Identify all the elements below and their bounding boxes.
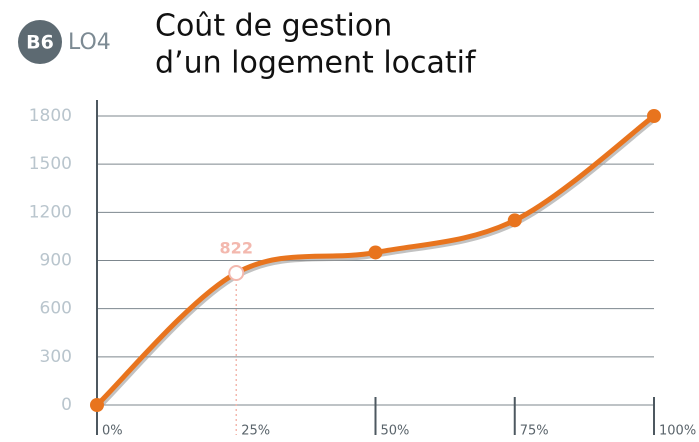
- x-tick-label: 100%: [659, 424, 696, 439]
- code: LO4: [68, 30, 111, 55]
- x-tick-label: 50%: [381, 424, 410, 439]
- point: [228, 265, 245, 282]
- point: [507, 213, 522, 228]
- point: [90, 398, 104, 412]
- chart-title: d’un logement locatif: [155, 46, 477, 81]
- badge-text: B6: [26, 32, 54, 54]
- y-tick-label: 300: [40, 347, 72, 367]
- data-label: 822: [220, 239, 253, 258]
- point: [647, 109, 661, 123]
- chart-title: Coût de gestion: [155, 9, 392, 44]
- badge-circle: [18, 20, 62, 64]
- x-tick-label: 0%: [102, 424, 123, 439]
- x-tick-label: 25%: [241, 424, 270, 439]
- y-tick-label: 1500: [29, 154, 72, 174]
- point: [368, 245, 383, 260]
- y-tick-label: 1200: [29, 202, 72, 222]
- y-tick-label: 900: [40, 251, 72, 271]
- y-tick-label: 0: [61, 395, 72, 415]
- y-tick-label: 1800: [29, 106, 72, 126]
- line-shadow: [96, 116, 658, 410]
- y-tick-label: 600: [40, 299, 72, 319]
- x-tick-label: 75%: [520, 424, 549, 439]
